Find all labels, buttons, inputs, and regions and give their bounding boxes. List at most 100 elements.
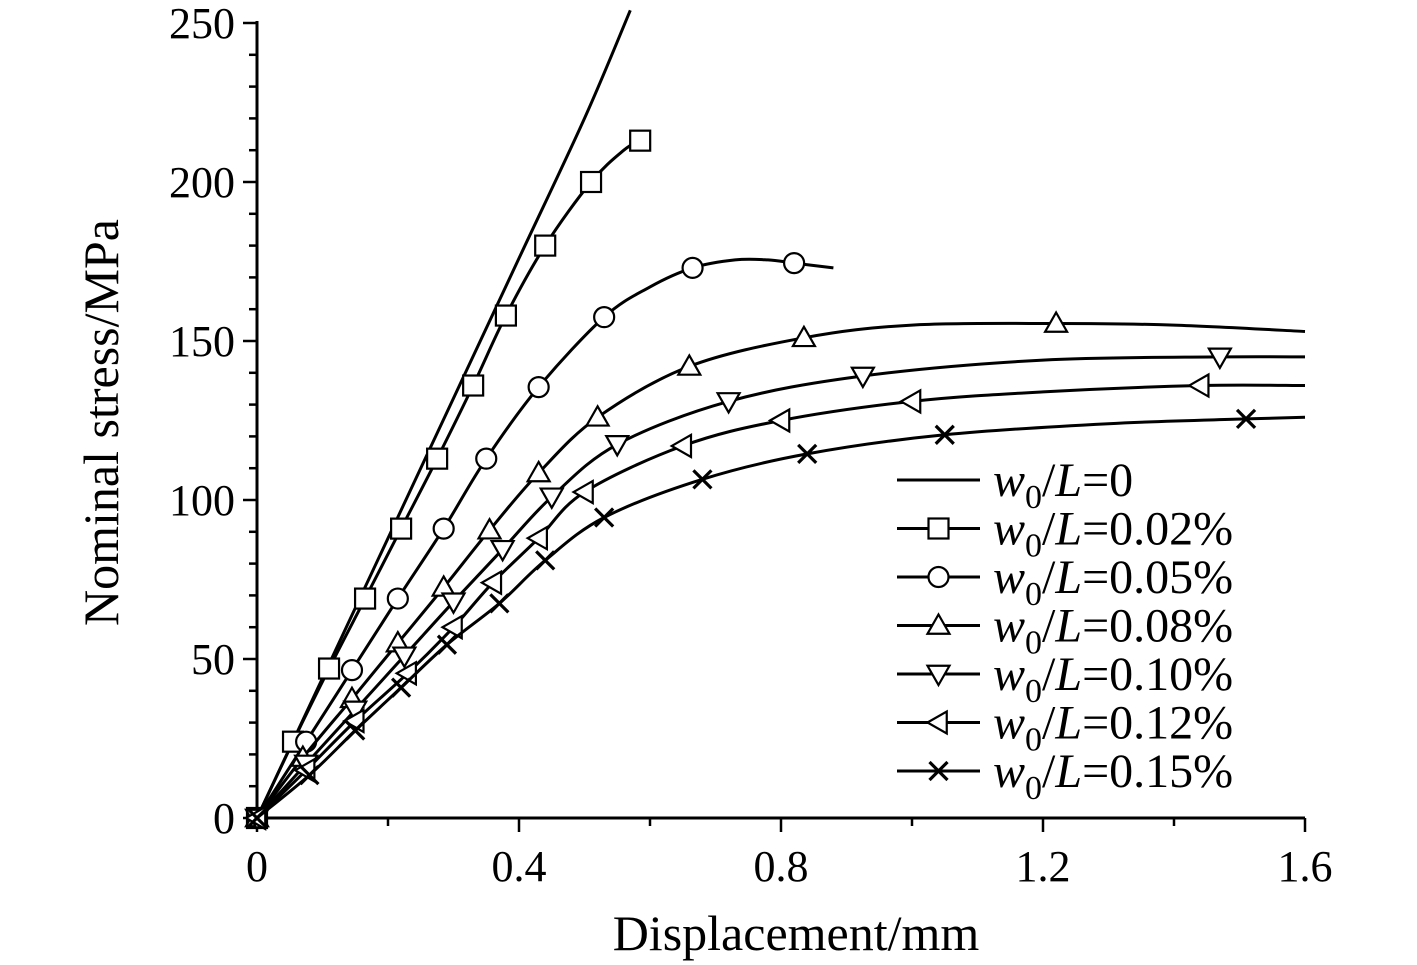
series-group xyxy=(243,9,1306,832)
data-point xyxy=(849,366,876,390)
data-point xyxy=(1043,310,1069,333)
series-5 xyxy=(244,347,1306,832)
data-point xyxy=(299,764,320,786)
data-point xyxy=(527,376,550,399)
data-point-stroke xyxy=(692,469,713,490)
data-point xyxy=(426,447,449,470)
data-point xyxy=(386,587,409,610)
legend-label-sub: 0 xyxy=(1025,770,1042,807)
series-line xyxy=(255,139,641,819)
tick-labels: 0 0.4 0.8 1.2 1.6 0 50 100 150 200 250 xyxy=(169,0,1333,891)
legend-item: w0/L=0.12% xyxy=(897,697,1233,759)
legend-item: w0/L=0.02% xyxy=(897,503,1233,565)
data-point xyxy=(390,677,412,698)
data-point xyxy=(479,569,503,596)
data-point xyxy=(440,614,463,641)
legend-label-rest: / xyxy=(1042,745,1056,798)
legend-marker-stroke xyxy=(928,760,949,782)
legend-label-rest: / xyxy=(1042,454,1056,507)
data-point xyxy=(1235,408,1257,430)
data-point xyxy=(525,525,549,552)
data-point xyxy=(317,657,341,680)
legend-label-var: L xyxy=(1054,648,1082,701)
legend-item: w0/L=0.15% xyxy=(897,745,1233,807)
data-point xyxy=(692,469,713,490)
legend-label-var: L xyxy=(1054,697,1082,750)
y-tick-label: 0 xyxy=(213,794,235,843)
legend-item: w0/L=0.10% xyxy=(897,648,1233,710)
legend-label-var: w xyxy=(993,454,1025,507)
y-tick-label: 200 xyxy=(169,158,235,207)
data-point xyxy=(440,592,467,615)
data-point xyxy=(432,517,455,540)
legend-label-var: L xyxy=(1054,503,1082,556)
series-line xyxy=(255,9,632,819)
legend-label-var: w xyxy=(993,600,1025,653)
legend-label: w0/L=0.10% xyxy=(993,648,1233,710)
data-point xyxy=(669,433,693,459)
series-2 xyxy=(245,129,652,830)
legend-label-sub: 0 xyxy=(1025,673,1042,710)
data-point-stroke xyxy=(797,443,818,465)
legend-label-rest: / xyxy=(1042,551,1056,604)
data-point-stroke xyxy=(535,550,556,571)
legend-label-value: =0.15% xyxy=(1082,745,1233,798)
data-point xyxy=(436,634,458,655)
legend-label-var: w xyxy=(993,745,1025,798)
data-point xyxy=(246,807,268,829)
data-point xyxy=(767,407,791,434)
legend-label-sub: 0 xyxy=(1025,625,1042,662)
legend-label: w0/L=0.15% xyxy=(993,745,1233,807)
data-point xyxy=(898,388,922,415)
legend-label-rest: / xyxy=(1042,600,1056,653)
legend-label-value: =0 xyxy=(1082,454,1133,507)
legend-label-sub: 0 xyxy=(1025,722,1042,759)
data-point-stroke xyxy=(345,720,366,741)
y-tick-label: 100 xyxy=(169,476,235,525)
data-point xyxy=(340,659,364,682)
data-point xyxy=(345,720,366,741)
legend-label-value: =0.12% xyxy=(1082,697,1233,750)
series-3 xyxy=(245,251,834,830)
data-point xyxy=(534,234,557,257)
data-point xyxy=(1206,347,1233,371)
legend-label-value: =0.08% xyxy=(1082,600,1233,653)
data-point xyxy=(681,256,704,279)
data-point xyxy=(391,646,418,670)
data-point xyxy=(594,507,615,528)
legend-label-var: L xyxy=(1054,551,1082,604)
data-point-stroke xyxy=(436,634,458,655)
x-tick-label: 1.6 xyxy=(1278,842,1333,891)
legend-marker xyxy=(925,709,948,736)
data-point-stroke xyxy=(390,677,412,698)
series-line xyxy=(255,355,1306,820)
legend: w0/L=0w0/L=0.02%w0/L=0.05%w0/L=0.08%w0/L… xyxy=(897,454,1233,807)
legend-label: w0/L=0.02% xyxy=(993,503,1233,565)
data-point xyxy=(571,479,594,505)
y-tick-label: 250 xyxy=(169,0,235,48)
legend-label-var: w xyxy=(993,551,1025,604)
data-point xyxy=(604,435,631,458)
x-tick-label: 0 xyxy=(246,842,268,891)
series-7 xyxy=(246,408,1306,829)
series-line xyxy=(256,415,1306,820)
legend-label-value: =0.02% xyxy=(1082,503,1233,556)
data-point-stroke xyxy=(299,764,320,786)
data-point xyxy=(782,251,806,275)
data-point xyxy=(489,539,516,563)
data-point xyxy=(494,304,517,327)
data-point xyxy=(489,593,510,614)
x-tick-label: 0.4 xyxy=(492,842,547,891)
legend-label-rest: / xyxy=(1042,648,1056,701)
series-line xyxy=(255,383,1306,820)
data-point-stroke xyxy=(246,807,268,829)
legend-item: w0/L=0 xyxy=(897,454,1133,516)
data-point-stroke xyxy=(594,507,615,528)
legend-marker xyxy=(925,664,952,688)
data-point-stroke xyxy=(489,593,510,614)
data-point xyxy=(535,550,556,571)
data-point xyxy=(295,730,318,753)
legend-marker xyxy=(928,760,949,782)
y-tick-label: 50 xyxy=(191,635,235,684)
data-point xyxy=(934,424,955,445)
